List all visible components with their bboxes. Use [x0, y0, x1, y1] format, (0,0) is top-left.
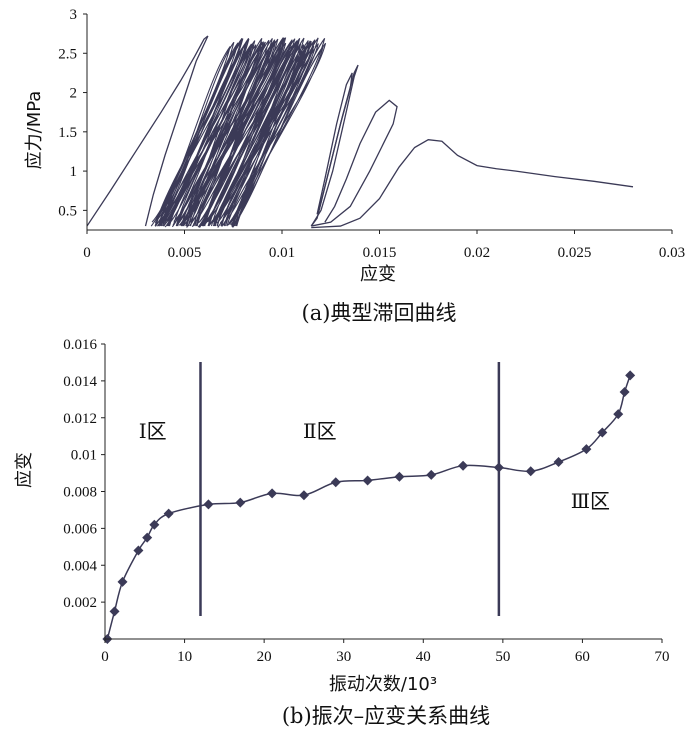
- data-point: [362, 475, 373, 486]
- x-tick-label-b: 0: [101, 649, 109, 665]
- x-axis-label-a: 应变: [360, 264, 396, 285]
- y-tick-label-b: 0.004: [63, 558, 97, 574]
- x-tick-label-a: 0.02: [464, 245, 490, 261]
- strain-series: [102, 370, 636, 644]
- data-point: [581, 444, 592, 455]
- x-axis-label-b: 振动次数/10³: [329, 674, 437, 695]
- data-point: [149, 519, 160, 530]
- y-tick-label-b: 0.002: [63, 595, 97, 611]
- data-point: [267, 488, 278, 499]
- y-tick-label-a: 2.5: [58, 46, 77, 62]
- x-tick-label-b: 40: [416, 649, 431, 665]
- hysteresis-curve: [311, 139, 634, 229]
- data-point: [525, 466, 536, 477]
- data-point: [330, 477, 341, 488]
- y-tick-label-a: 1.5: [58, 125, 77, 141]
- x-tick-label-a: 0.025: [558, 245, 592, 261]
- zone-label: Ⅰ区: [139, 419, 167, 443]
- y-tick-label-b: 0.006: [63, 521, 97, 537]
- x-tick-labels-b: 0 10 20 30 40 50 60 70: [101, 639, 670, 665]
- x-tick-labels-a: 0 0.005 0.01 0.015 0.02 0.025 0.03: [83, 230, 685, 261]
- data-point: [458, 460, 469, 471]
- y-tick-label-a: 3: [70, 7, 78, 23]
- data-point: [613, 409, 624, 420]
- y-tick-label-b: 0.014: [63, 374, 97, 390]
- x-tick-label-a: 0.005: [168, 245, 202, 261]
- data-point: [394, 471, 405, 482]
- data-point: [203, 499, 214, 510]
- zone-label: Ⅲ区: [571, 489, 610, 513]
- y-tick-labels-a: 0.5 1 1.5 2 2.5 3: [58, 7, 87, 219]
- x-tick-label-b: 20: [257, 649, 272, 665]
- zone-labels: Ⅰ区 Ⅱ区 Ⅲ区: [139, 419, 610, 513]
- zone-dividers: [199, 362, 501, 616]
- hysteresis-curve: [310, 64, 359, 227]
- x-tick-label-b: 30: [336, 649, 351, 665]
- data-point: [235, 497, 246, 508]
- strain-line: [106, 375, 631, 640]
- data-point: [109, 606, 120, 617]
- data-point: [625, 370, 636, 381]
- data-point: [597, 427, 608, 438]
- y-tick-labels-b: 0.002 0.004 0.006 0.008 0.01 0.012 0.014 0.016: [63, 337, 105, 611]
- data-point: [142, 532, 153, 543]
- y-tick-label-b: 0.01: [71, 448, 97, 464]
- cycles-strain-chart: 0 10 20 30 40 50 60 70 0.002 0.004 0.006 0.008 0.01…: [14, 337, 670, 728]
- data-point: [426, 469, 437, 480]
- data-point: [117, 576, 128, 587]
- x-tick-label-b: 60: [575, 649, 590, 665]
- y-axis-label-b: 应变: [14, 452, 35, 488]
- hysteresis-band: [150, 37, 327, 228]
- y-axis-label-a: 应力/MPa: [24, 91, 45, 170]
- hysteresis-chart: 0 0.005 0.01 0.015 0.02 0.025 0.03 0.5 1 1.5 2 2.5…: [24, 7, 685, 325]
- hysteresis-curve: [311, 99, 398, 227]
- zone-label: Ⅱ区: [303, 419, 337, 443]
- hysteresis-curve: [86, 35, 209, 227]
- y-tick-label-b: 0.008: [63, 485, 97, 501]
- x-tick-label-b: 50: [495, 649, 510, 665]
- caption-b: (b)振次–应变关系曲线: [282, 704, 490, 728]
- x-tick-label-a: 0.015: [363, 245, 397, 261]
- x-tick-label-a: 0.03: [659, 245, 685, 261]
- data-point: [553, 457, 564, 467]
- x-tick-label-a: 0.01: [269, 245, 295, 261]
- x-tick-label-b: 70: [655, 649, 670, 665]
- y-tick-label-a: 0.5: [58, 203, 77, 219]
- data-point: [493, 462, 504, 473]
- hysteresis-curve: [144, 35, 209, 227]
- data-point: [619, 386, 630, 397]
- x-tick-label-b: 10: [177, 649, 192, 665]
- data-point: [133, 545, 144, 556]
- data-point: [163, 508, 174, 519]
- hysteresis-curves: [86, 35, 634, 229]
- data-point: [298, 490, 309, 501]
- y-tick-label-a: 2: [70, 86, 78, 102]
- y-tick-label-a: 1: [70, 164, 78, 180]
- caption-a: (a)典型滞回曲线: [302, 301, 457, 325]
- y-tick-label-b: 0.012: [63, 411, 97, 427]
- x-tick-label-a: 0: [83, 245, 91, 261]
- y-tick-label-b: 0.016: [63, 337, 97, 353]
- hysteresis-curve: [310, 72, 353, 227]
